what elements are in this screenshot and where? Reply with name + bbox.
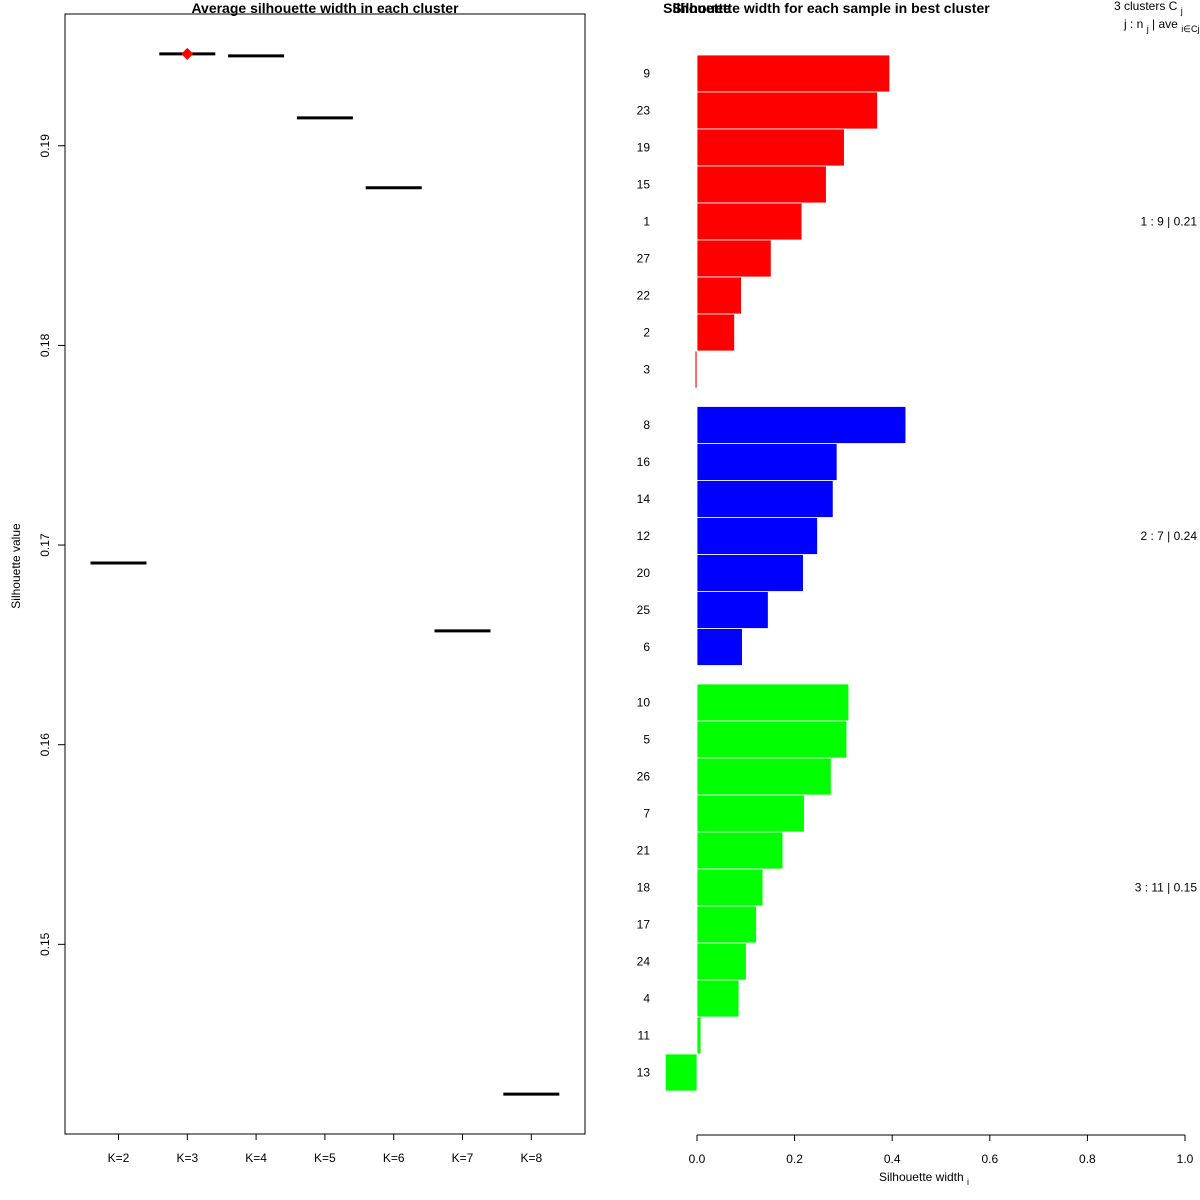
sample-silhouette-bar (696, 313, 735, 352)
sample-label: 18 (637, 881, 651, 895)
x-tick-label: 0.0 (689, 1152, 706, 1166)
sample-label: 11 (638, 1029, 651, 1043)
average-silhouette-chart: Average silhouette width in each cluster… (9, 0, 586, 1165)
x-tick-label: K=3 (176, 1151, 198, 1165)
cluster-summary: 3 : 11 | 0.15 (1135, 881, 1198, 895)
cluster-summary: 1 : 9 | 0.21 (1141, 215, 1198, 229)
x-tick-label: 1.0 (1177, 1152, 1194, 1166)
sample-silhouette-bar (696, 443, 838, 481)
sample-silhouette-bar (664, 1053, 698, 1092)
left-plot-frame (64, 13, 586, 1135)
sample-label: 13 (637, 1066, 651, 1080)
sample-silhouette-bar (696, 128, 845, 167)
sample-label: 20 (637, 566, 651, 580)
sample-label: 10 (637, 696, 651, 710)
left-chart-title: Average silhouette width in each cluster (191, 0, 459, 16)
sample-label: 22 (637, 289, 651, 303)
sample-silhouette-bar (696, 868, 764, 907)
y-tick-label: 0.15 (38, 932, 52, 956)
right-chart-title-under: Silhouette (663, 0, 731, 16)
sample-silhouette-bar (696, 239, 772, 278)
sample-label: 6 (643, 640, 650, 654)
sample-silhouette-bar (696, 683, 850, 722)
y-tick-label: 0.19 (38, 134, 52, 158)
sample-label: 25 (637, 603, 651, 617)
sample-silhouette-bar (696, 831, 784, 870)
sample-label: 14 (637, 492, 651, 506)
sample-label: 27 (637, 252, 651, 266)
sample-silhouette-bar (696, 276, 742, 315)
sample-silhouette-bar (696, 54, 891, 93)
sample-label: 3 (643, 363, 650, 377)
sample-label: 9 (643, 67, 650, 81)
y-tick-label: 0.18 (38, 333, 52, 357)
sample-silhouette-bar (696, 794, 805, 833)
sample-silhouette-bar (696, 91, 878, 130)
legend-header-sub-j: j (1180, 6, 1183, 16)
sample-label: 2 (643, 326, 650, 340)
y-tick-label: 0.16 (38, 733, 52, 757)
sample-label: 16 (637, 455, 651, 469)
legend-header: 3 clusters C j j : n j | ave i∈Cj s (1114, 0, 1200, 35)
legend-header-sub-iCj: i∈Cj (1181, 24, 1199, 34)
sample-silhouette-bar (696, 165, 827, 204)
sample-silhouette-bar (696, 905, 757, 944)
sample-silhouette-bar (696, 720, 848, 759)
sample-silhouette-bar (696, 591, 769, 629)
svg-text:j : n j | av: j : n j | ave i∈Cj s (1123, 17, 1200, 35)
legend-header-sub-nj: j (1146, 24, 1149, 34)
sample-label: 15 (637, 178, 651, 192)
y-tick-label: 0.17 (38, 533, 52, 557)
x-tick-label: 0.8 (1079, 1152, 1096, 1166)
x-tick-label: K=4 (245, 1151, 267, 1165)
sample-label: 12 (637, 529, 651, 543)
sample-silhouette-bar (696, 406, 907, 444)
sample-silhouette-bar (696, 202, 803, 241)
sample-silhouette-chart: Silhouette Silhouette width for each sam… (637, 0, 1200, 1187)
sample-label: 1 (643, 215, 650, 229)
sample-silhouette-bar (696, 628, 743, 666)
sample-silhouette-bar (696, 1016, 702, 1055)
legend-header-line-1: 3 clusters C (1114, 0, 1178, 13)
x-tick-label: 0.2 (786, 1152, 803, 1166)
right-x-axis-title: Silhouette width i (879, 1170, 969, 1187)
sample-silhouette-bar (696, 942, 747, 981)
x-tick-label: 0.6 (981, 1152, 998, 1166)
legend-header-line-2a: j : n (1123, 17, 1143, 31)
x-tick-label: K=5 (314, 1151, 336, 1165)
best-k-marker (181, 47, 194, 60)
sample-silhouette-bar (696, 517, 818, 555)
sample-silhouette-bar (696, 554, 804, 592)
sample-label: 7 (643, 807, 650, 821)
x-tick-label: K=2 (108, 1151, 130, 1165)
x-tick-label: K=7 (452, 1151, 474, 1165)
sample-label: 17 (637, 918, 651, 932)
sample-label: 8 (643, 418, 650, 432)
sample-silhouette-bar (696, 480, 834, 518)
left-y-axis-title: Silhouette value (9, 523, 23, 609)
cluster-summary: 2 : 7 | 0.24 (1141, 529, 1198, 543)
sample-label: 5 (643, 733, 650, 747)
sample-label: 4 (643, 992, 650, 1006)
x-tick-label: 0.4 (884, 1152, 901, 1166)
right-chart-title: Silhouette width for each sample in best… (672, 0, 990, 16)
sample-label: 26 (637, 770, 651, 784)
sample-label: 19 (637, 141, 651, 155)
legend-header-line-2b: | ave (1152, 17, 1178, 31)
x-tick-label: K=6 (383, 1151, 405, 1165)
x-tick-label: K=8 (520, 1151, 542, 1165)
svg-text:3 clusters C j: 3 clusters C j (1114, 0, 1183, 16)
sample-silhouette-bar (696, 979, 740, 1018)
sample-label: 23 (637, 104, 651, 118)
sample-label: 24 (637, 955, 651, 969)
sample-label: 21 (637, 844, 651, 858)
sample-silhouette-bar (694, 350, 698, 389)
sample-silhouette-bar (696, 757, 832, 796)
